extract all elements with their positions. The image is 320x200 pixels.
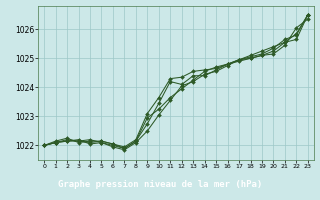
Text: Graphe pression niveau de la mer (hPa): Graphe pression niveau de la mer (hPa) bbox=[58, 180, 262, 189]
